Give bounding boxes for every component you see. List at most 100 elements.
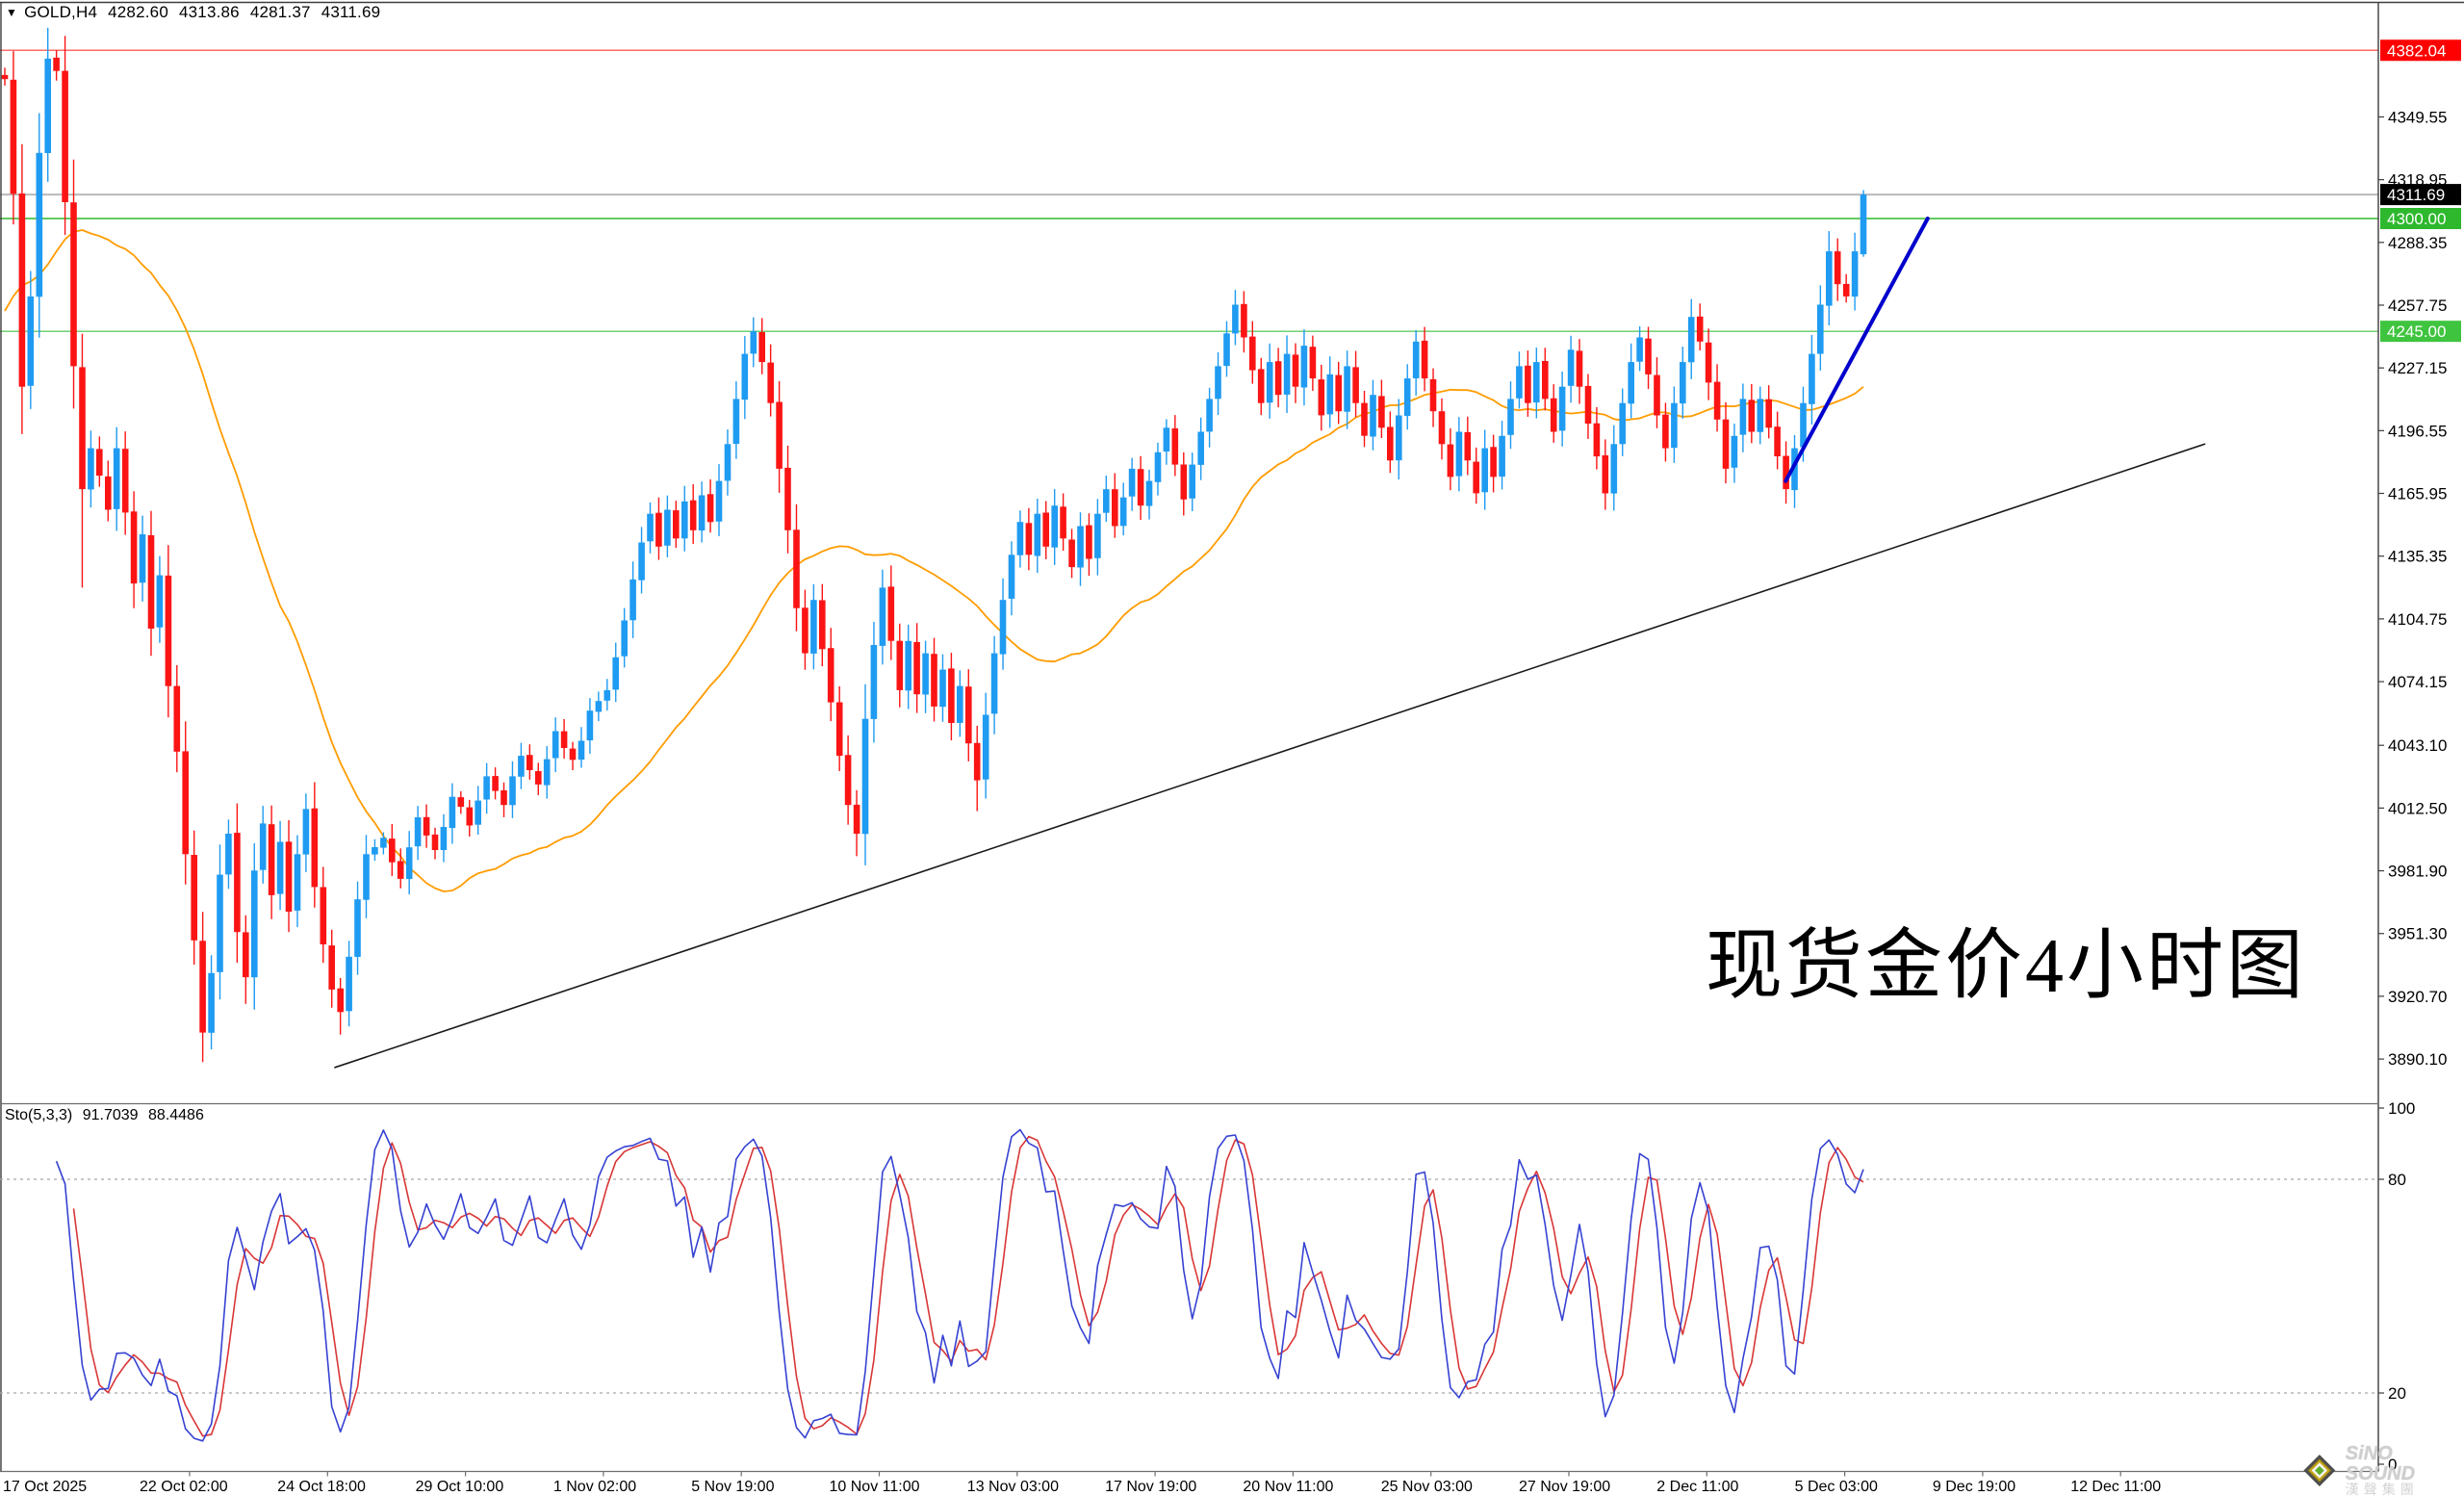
bull-candle-body — [1403, 378, 1411, 417]
symbol-timeframe-label: GOLD,H4 — [24, 3, 98, 21]
chart-text-annotation[interactable]: 现货金价4小时图 — [1706, 924, 2306, 1009]
bear-candle-body — [776, 401, 783, 469]
bull-candle-body — [698, 495, 706, 530]
bear-candle-body — [121, 449, 129, 513]
bull-candle-body — [999, 600, 1007, 655]
bull-candle-body — [939, 669, 946, 708]
time-axis-label: 10 Nov 11:00 — [830, 1479, 920, 1495]
ohlc-close: 4311.69 — [321, 3, 381, 21]
bear-candle-body — [1137, 469, 1144, 506]
stochastic-signal-value: 88.4486 — [148, 1107, 204, 1123]
bull-candle-body — [1687, 317, 1695, 363]
bear-candle-body — [1309, 347, 1317, 379]
bear-candle-body — [535, 771, 542, 785]
bull-candle-body — [36, 152, 43, 297]
current-price-line-label[interactable]: 4311.69 — [2380, 184, 2461, 206]
time-axis[interactable]: 17 Oct 2025 22 Oct 02:00 24 Oct 18:00 29 Oc… — [3, 1471, 2161, 1496]
oscillator-axis-label: 0 — [2388, 1456, 2397, 1474]
bear-candle-body — [1112, 489, 1118, 527]
oscillator-axis[interactable]: 100 80 20 0 — [2378, 1099, 2415, 1474]
bull-candle-body — [208, 972, 215, 1033]
bull-candle-body — [217, 874, 223, 972]
price-axis-label: 4288.35 — [2388, 234, 2447, 252]
bull-candle-body — [354, 899, 361, 957]
time-axis-label: 25 Nov 03:00 — [1381, 1479, 1473, 1495]
bear-candle-body — [1593, 423, 1601, 457]
bull-candle-body — [1266, 362, 1273, 403]
bear-candle-body — [1274, 361, 1282, 396]
bear-candle-body — [1584, 385, 1592, 424]
price-axis-label: 4227.15 — [2388, 359, 2447, 377]
price-axis[interactable]: 4349.554318.954288.354257.754227.154196.… — [2378, 108, 2447, 1069]
time-axis-label: 22 Oct 02:00 — [140, 1479, 228, 1495]
bear-candle-body — [431, 834, 439, 850]
resistance-line-label[interactable]: 4382.04 — [2380, 39, 2461, 62]
bear-candle-body — [1783, 455, 1789, 490]
bull-candle-body — [664, 509, 671, 546]
bull-candle-body — [1739, 399, 1747, 435]
bull-candle-body — [372, 847, 378, 855]
support-line-4245-label[interactable]: 4245.00 — [2380, 321, 2461, 343]
bear-candle-body — [1378, 396, 1385, 428]
bear-candle-body — [1171, 428, 1179, 465]
price-axis-label: 4104.75 — [2388, 610, 2447, 629]
bear-candle-body — [784, 467, 791, 530]
bear-candle-body — [827, 648, 834, 703]
support-line-4300-label-bg — [2380, 208, 2461, 229]
bear-candle-body — [1705, 342, 1712, 383]
bear-candle-body — [1490, 447, 1497, 477]
support-line-4245-label-text: 4245.00 — [2387, 322, 2446, 341]
bull-candle-body — [1455, 431, 1463, 477]
bear-candle-body — [70, 202, 77, 367]
stochastic-name: Sto(5,3,3) — [5, 1107, 73, 1123]
price-axis-label: 4165.95 — [2388, 485, 2447, 503]
bull-candle-body — [957, 685, 963, 723]
bull-candle-body — [1757, 399, 1764, 432]
bear-candle-body — [1180, 464, 1188, 500]
bear-candle-body — [130, 511, 138, 584]
bull-candle-body — [1499, 435, 1505, 477]
bear-candle-body — [931, 654, 937, 707]
bear-candle-body — [1447, 444, 1454, 477]
bear-candle-body — [18, 193, 26, 387]
bear-candle-body — [147, 535, 155, 629]
oscillator-axis-label: 20 — [2388, 1384, 2406, 1403]
bull-candle-body — [475, 800, 481, 825]
support-line-4300-label[interactable]: 4300.00 — [2380, 208, 2461, 229]
bear-candle-body — [397, 861, 404, 879]
bear-candle-body — [1060, 506, 1066, 539]
bull-candle-body — [1077, 526, 1084, 568]
bull-candle-body — [1817, 304, 1824, 354]
bull-candle-body — [1610, 444, 1618, 494]
bull-candle-body — [518, 756, 525, 777]
bear-candle-body — [1842, 283, 1850, 297]
bull-candle-body — [1481, 448, 1488, 493]
bear-candle-body — [1602, 455, 1609, 494]
bear-candle-body — [835, 702, 843, 757]
bull-candle-body — [552, 731, 559, 759]
price-axis-label: 4257.75 — [2388, 297, 2447, 315]
bull-candle-body — [1826, 251, 1833, 306]
bear-candle-body — [896, 640, 904, 690]
watermark-diamond-icon — [2303, 1455, 2336, 1487]
short-uptrend-line[interactable] — [1784, 217, 1930, 483]
bear-candle-body — [1654, 374, 1660, 416]
bear-candle-body — [1241, 303, 1247, 338]
bear-candle-body — [466, 807, 474, 826]
time-axis-label: 5 Dec 03:00 — [1795, 1479, 1878, 1495]
bull-candle-body — [1680, 362, 1686, 404]
bull-candle-body — [638, 542, 645, 580]
price-axis-label: 3951.30 — [2388, 925, 2447, 943]
long-uptrend-line[interactable] — [334, 443, 2206, 1069]
stochastic-signal-line — [72, 1135, 1864, 1437]
bull-candle-body — [1533, 362, 1540, 403]
bull-candle-body — [543, 759, 551, 786]
bull-candle-body — [440, 827, 448, 850]
bear-candle-body — [423, 816, 430, 836]
bear-candle-body — [655, 512, 662, 547]
bear-candle-body — [1576, 350, 1583, 387]
symbol-dropdown-icon[interactable]: ▼ — [6, 6, 18, 19]
bear-candle-body — [948, 668, 955, 723]
bull-candle-body — [44, 58, 51, 153]
bear-candle-body — [1438, 411, 1446, 445]
